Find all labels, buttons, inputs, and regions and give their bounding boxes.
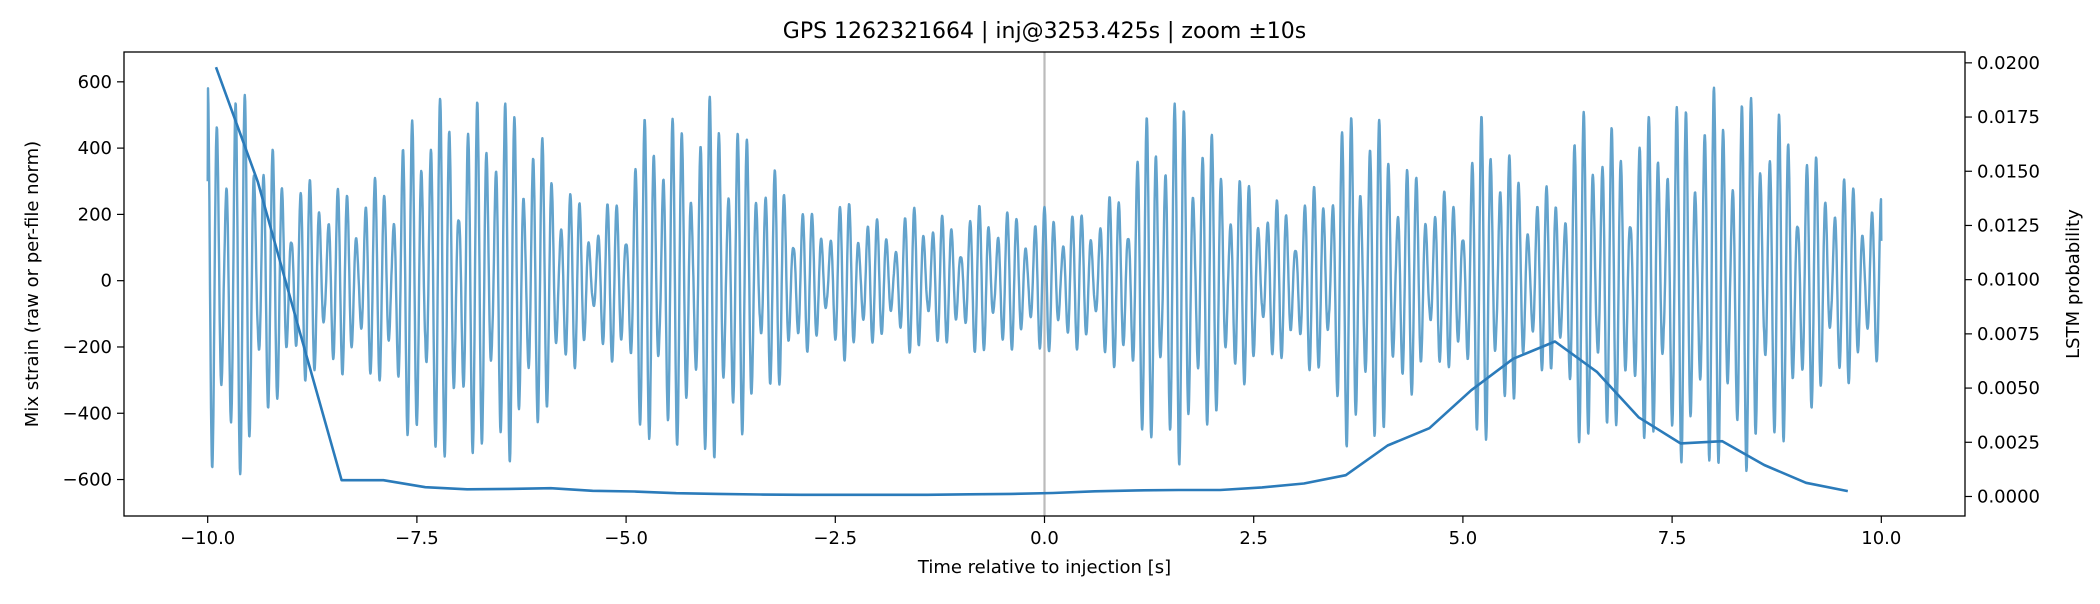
y-axis-right-label: LSTM probability [2063,209,2084,359]
x-tick-label: −7.5 [395,528,439,549]
x-axis-label: Time relative to injection [s] [917,557,1171,578]
y-left-tick-label: 0 [101,271,112,292]
y-left-tick-label: 600 [78,72,112,93]
x-tick-label: 2.5 [1239,528,1268,549]
y-right-tick-label: 0.0000 [1977,486,2040,507]
y-left-tick-label: 200 [78,204,112,225]
y-left-tick-label: −200 [63,337,112,358]
x-tick-label: 10.0 [1861,528,1901,549]
y-right-tick-label: 0.0025 [1977,432,2040,453]
y-right-tick-label: 0.0175 [1977,107,2040,128]
x-tick-label: −5.0 [604,528,648,549]
x-tick-label: 7.5 [1658,528,1687,549]
y-left-tick-label: −400 [63,403,112,424]
y-left-tick-label: 400 [78,138,112,159]
x-tick-label: 5.0 [1449,528,1478,549]
y-right-tick-label: 0.0050 [1977,378,2040,399]
y-right-tick-label: 0.0075 [1977,324,2040,345]
x-tick-label: −2.5 [813,528,857,549]
y-axis-left-label: Mix strain (raw or per-file norm) [22,141,43,427]
chart-title: GPS 1262321664 | inj@3253.425s | zoom ±1… [783,19,1306,44]
y-right-tick-label: 0.0150 [1977,161,2040,182]
x-tick-label: 0.0 [1030,528,1059,549]
y-right-tick-label: 0.0125 [1977,215,2040,236]
y-left-tick-label: −600 [63,470,112,491]
y-right-tick-label: 0.0200 [1977,53,2040,74]
x-tick-label: −10.0 [180,528,235,549]
y-right-tick-label: 0.0100 [1977,270,2040,291]
